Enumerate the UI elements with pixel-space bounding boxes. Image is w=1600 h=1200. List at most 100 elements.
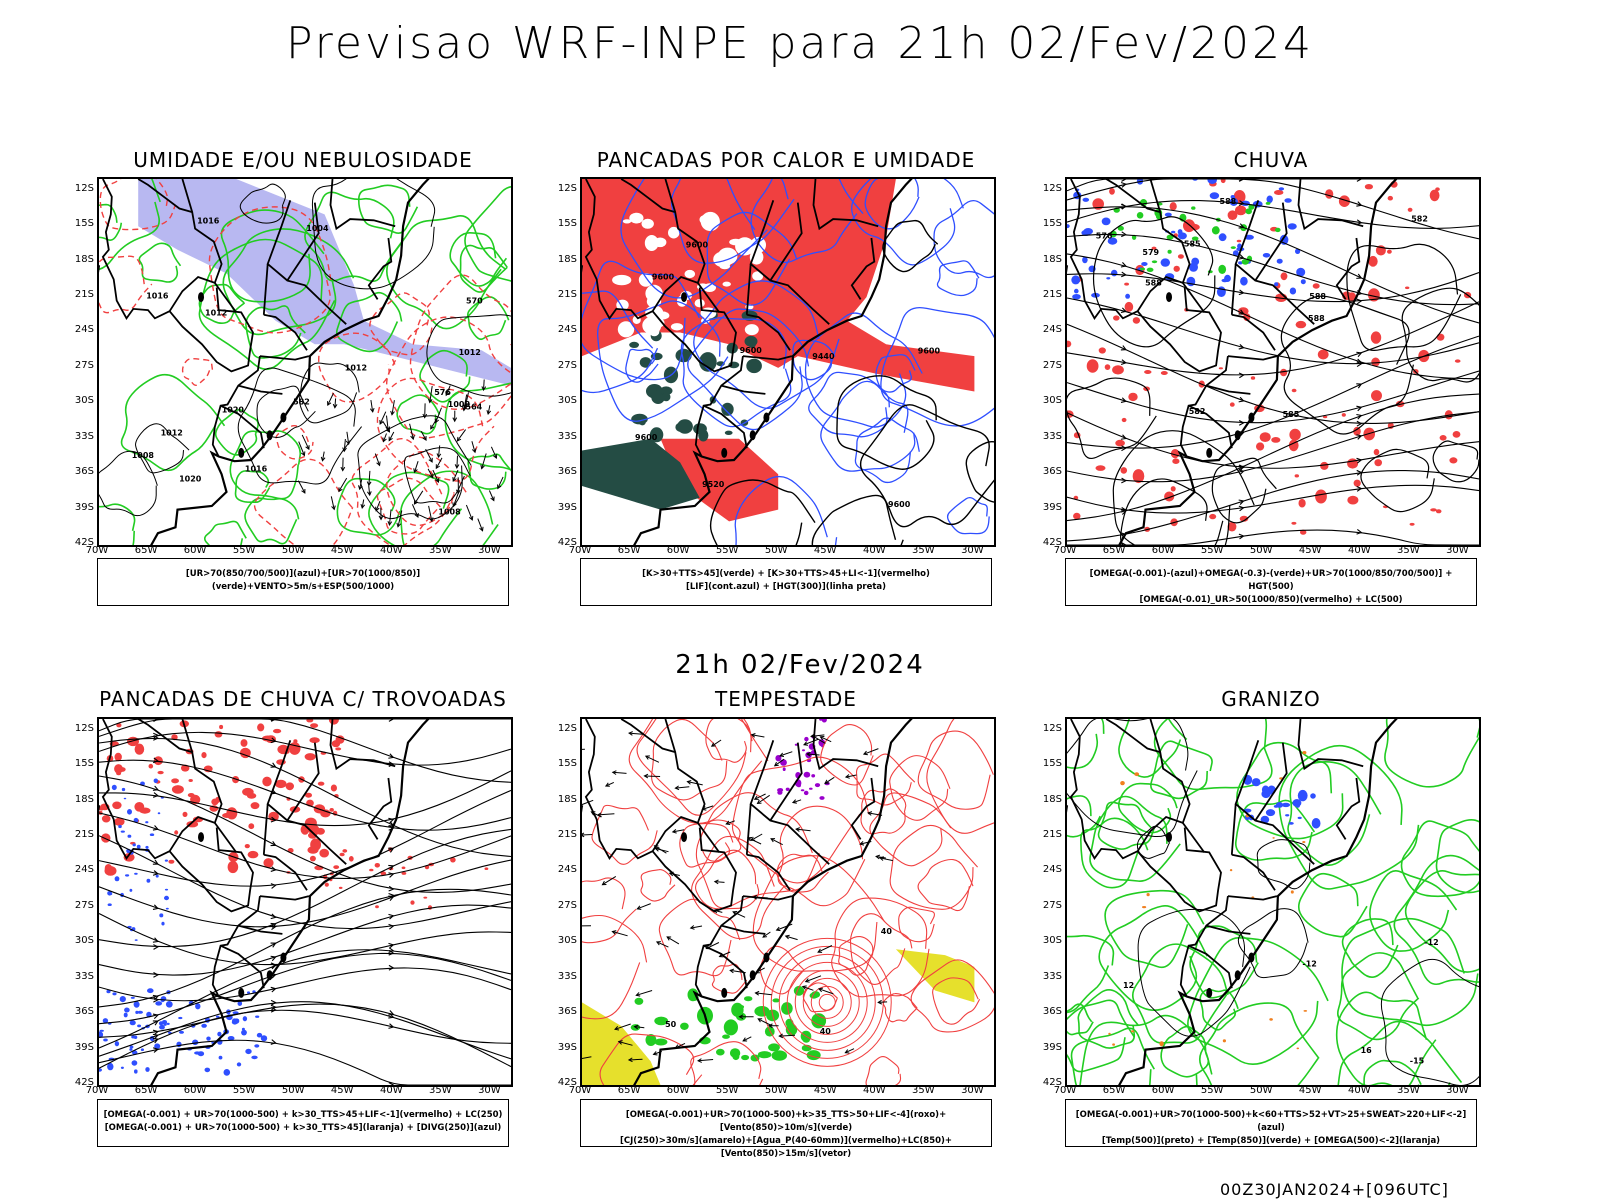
legend-line: [OMEGA(-0.01)_UR>50(1000/850)(vermelho) … bbox=[1139, 595, 1403, 605]
coastline-borders bbox=[582, 179, 913, 545]
contour-label: 1008 bbox=[448, 400, 471, 409]
latitude-tick-label: 24S bbox=[557, 324, 577, 336]
longitude-tick-label: 35W bbox=[1397, 1085, 1420, 1096]
contour-label: 588 bbox=[1308, 314, 1325, 323]
page-title: Previsao WRF-INPE para 21h 02/Fev/2024 bbox=[286, 18, 1314, 69]
latitude-tick-label: 27S bbox=[1042, 359, 1062, 371]
longitude-tick-label: 65W bbox=[134, 545, 158, 556]
latitude-tick-label: 27S bbox=[557, 359, 577, 371]
latitude-tick-label: 21S bbox=[557, 829, 577, 841]
contour-label: 9600 bbox=[888, 500, 911, 509]
run-timestamp: 00Z30JAN2024+[096UTC] bbox=[1220, 1180, 1449, 1199]
latitude-tick-label: 33S bbox=[1042, 430, 1062, 442]
legend-box: [OMEGA(-0.001)+UR>70(1000-500)+k<60+TTS>… bbox=[1065, 1099, 1477, 1147]
longitude-tick-label: 45W bbox=[330, 545, 354, 556]
longitude-tick-label: 50W bbox=[764, 1085, 788, 1096]
legend-box: [OMEGA(-0.001)+UR>70(1000-500)+k>35_TTS>… bbox=[580, 1099, 992, 1159]
latitude-tick-label: 30S bbox=[557, 395, 577, 407]
legend-line: [OMEGA(-0.001) + UR>70(1000-500) + k>30_… bbox=[103, 1110, 503, 1120]
streamlines bbox=[99, 719, 511, 1085]
latitude-tick-label: 36S bbox=[557, 1006, 577, 1018]
panel-title: CHUVA bbox=[1233, 148, 1309, 172]
longitude-tick-label: 55W bbox=[715, 1085, 739, 1096]
longitude-tick-label: 50W bbox=[1249, 1085, 1273, 1096]
cyclone-contour bbox=[786, 961, 868, 1043]
longitude-tick-label: 60W bbox=[1151, 1085, 1175, 1096]
longitude-tick-label: 70W bbox=[85, 545, 109, 556]
longitude-tick-label: 30W bbox=[961, 1085, 984, 1096]
latitude-tick-label: 30S bbox=[1042, 935, 1062, 947]
wind-vectors bbox=[297, 379, 504, 532]
map-plot: -12 -12 12 -15 16 bbox=[1065, 717, 1481, 1087]
contour-label: 1020 bbox=[222, 405, 245, 414]
latitude-tick-label: 39S bbox=[1042, 1041, 1062, 1053]
contour-label: -12 bbox=[1302, 960, 1316, 969]
map-canvas bbox=[99, 719, 511, 1085]
coastline-borders bbox=[99, 719, 430, 1085]
contour-label: 582 bbox=[1411, 214, 1428, 223]
cyclone-contour bbox=[762, 937, 892, 1067]
shaded-field bbox=[107, 778, 169, 941]
latitude-tick-label: 18S bbox=[1042, 253, 1062, 265]
contour-label: 9600 bbox=[635, 433, 658, 442]
latitude-tick-label: 39S bbox=[557, 1041, 577, 1053]
latitude-tick-label: 39S bbox=[74, 501, 94, 513]
latitude-tick-label: 21S bbox=[74, 289, 94, 301]
longitude-tick-label: 70W bbox=[568, 1085, 592, 1096]
legend-line: [CJ(250)>30m/s](amarelo)+[Agua_P(40-60mm… bbox=[619, 1136, 953, 1159]
latitude-tick-label: 15S bbox=[1042, 758, 1062, 770]
panel-title: TEMPESTADE bbox=[715, 687, 857, 711]
shaded-field bbox=[612, 211, 766, 338]
map-plot: 40 50 40 bbox=[580, 717, 996, 1087]
latitude-tick-label: 15S bbox=[74, 758, 94, 770]
contour-label: 570 bbox=[466, 296, 483, 305]
cyclone-contour bbox=[810, 985, 844, 1019]
legend-box: [OMEGA(-0.001)-(azul)+OMEGA(-0.3)-(verde… bbox=[1065, 558, 1477, 606]
longitude-tick-label: 30W bbox=[478, 1085, 501, 1096]
panel-title: UMIDADE E/OU NEBULOSIDADE bbox=[133, 148, 473, 172]
latitude-tick-label: 33S bbox=[557, 970, 577, 982]
latitude-tick-label: 42S bbox=[557, 1077, 577, 1088]
latitude-tick-label: 15S bbox=[1042, 218, 1062, 230]
latitude-tick-label: 30S bbox=[74, 935, 94, 947]
longitude-tick-label: 65W bbox=[617, 1085, 641, 1096]
longitude-tick-label: 55W bbox=[1200, 545, 1224, 556]
longitude-tick-label: 65W bbox=[1102, 1085, 1126, 1096]
longitude-tick-label: 70W bbox=[1053, 545, 1077, 556]
longitude-tick-label: 60W bbox=[183, 545, 207, 556]
latitude-tick-label: 27S bbox=[1042, 899, 1062, 911]
cyclone-contour bbox=[778, 953, 876, 1051]
longitude-tick-label: 45W bbox=[813, 1085, 837, 1096]
shaded-region bbox=[895, 949, 975, 1003]
latitude-tick-label: 42S bbox=[1042, 537, 1062, 548]
longitude-tick-label: 40W bbox=[1347, 1085, 1371, 1096]
longitude-tick-label: 30W bbox=[961, 545, 984, 556]
map-plot: 9600 9600 9600 9600 9600 9600 9440 9520 bbox=[580, 177, 996, 547]
latitude-tick-label: 30S bbox=[1042, 395, 1062, 407]
contour-label: 585 bbox=[1283, 410, 1300, 419]
latitude-tick-label: 39S bbox=[1042, 501, 1062, 513]
longitude-tick-label: 70W bbox=[1053, 1085, 1077, 1096]
latitude-tick-label: 18S bbox=[1042, 793, 1062, 805]
longitude-tick-label: 65W bbox=[1102, 545, 1126, 556]
legend-box: [UR>70(850/700/500)](azul)+[UR>70(1000/8… bbox=[97, 558, 509, 606]
latitude-tick-label: 39S bbox=[74, 1041, 94, 1053]
latitude-tick-label: 42S bbox=[557, 537, 577, 548]
longitude-tick-label: 35W bbox=[912, 545, 935, 556]
longitude-tick-label: 50W bbox=[281, 545, 305, 556]
longitude-tick-label: 50W bbox=[764, 545, 788, 556]
latitude-tick-label: 18S bbox=[74, 253, 94, 265]
longitude-tick-label: 30W bbox=[478, 545, 501, 556]
contour-label: 582 bbox=[1189, 407, 1206, 416]
legend-box: [OMEGA(-0.001) + UR>70(1000-500) + k>30_… bbox=[97, 1099, 509, 1147]
longitude-tick-label: 40W bbox=[1347, 545, 1371, 556]
latitude-tick-label: 39S bbox=[557, 501, 577, 513]
latitude-tick-label: 12S bbox=[1042, 722, 1062, 734]
longitude-tick-label: 30W bbox=[1446, 545, 1469, 556]
longitude-tick-label: 50W bbox=[1249, 545, 1273, 556]
coastline-borders bbox=[1067, 719, 1398, 1085]
map-canvas: 588 588 588 585 582 579 576 585 582 588 bbox=[1067, 179, 1479, 545]
latitude-tick-label: 24S bbox=[74, 864, 94, 876]
contour-label: 40 bbox=[820, 1027, 832, 1036]
